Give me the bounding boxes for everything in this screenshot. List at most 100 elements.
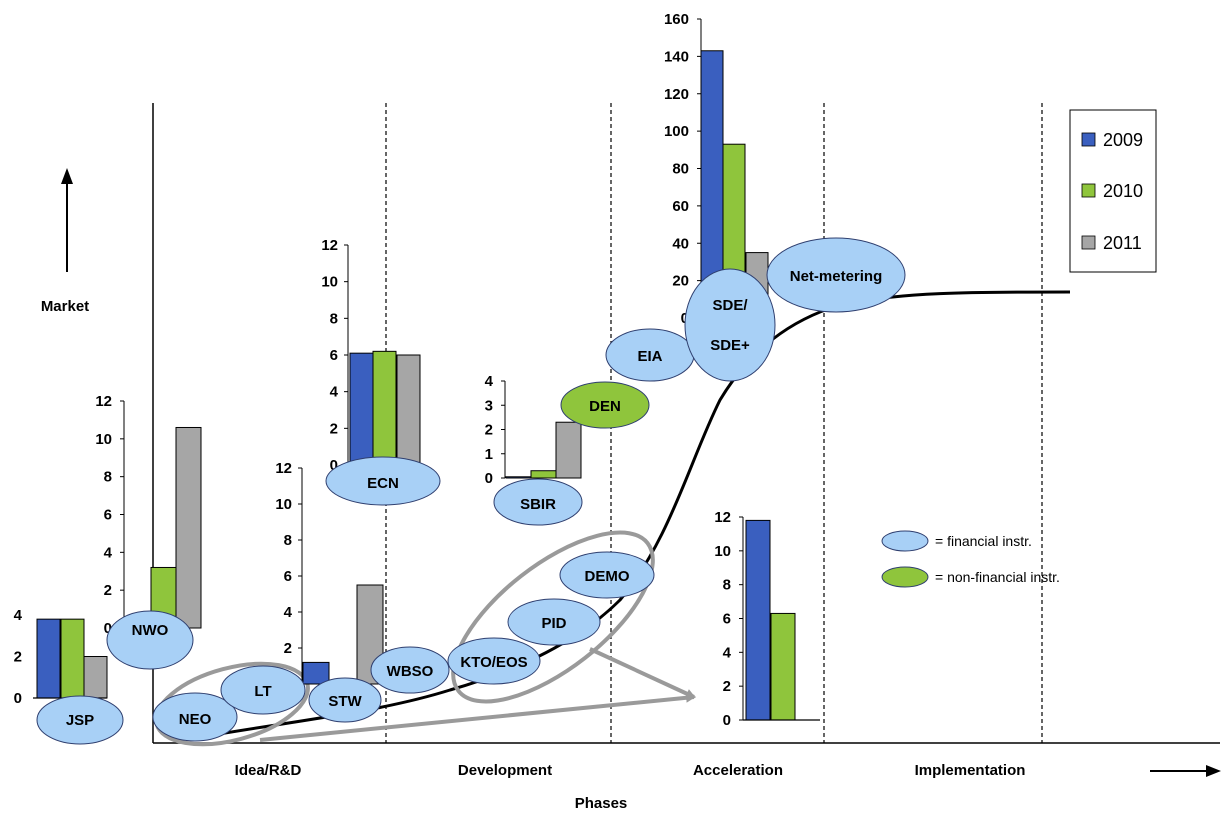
instrument-label: Net-metering [790,268,883,285]
tick-label: 8 [723,577,731,594]
tick-label: 6 [723,611,731,628]
instrument-label: WBSO [387,663,434,680]
instrument-label: NEO [179,711,212,728]
bar-kto-2009 [745,519,771,721]
bar-ecn-2010 [372,350,397,466]
legend-swatch-2009 [1081,132,1096,147]
tick-label: 8 [330,310,338,327]
instrument-label: STW [328,693,362,710]
bar-group-ecn: 0 2 4 6 8 10 12 [321,237,421,474]
instrument-label: ECN [367,475,399,492]
instrument-label: JSP [66,712,94,729]
x-axis-title: Phases [575,795,628,812]
instrument-label: NWO [132,622,169,639]
tick-label: 2 [104,582,112,599]
tick-label: 0 [485,470,493,487]
tick-label: 8 [104,469,112,486]
key-non-financial-label: = non-financial instr. [935,569,1060,585]
instrument-label: DEN [589,398,621,415]
group-ellipse-development [451,530,655,704]
bar-stw-2009 [302,661,330,685]
instrument-label: LT [254,683,271,700]
group-arrow [259,692,696,742]
instrument-net-metering: Net-metering [766,237,906,313]
instrument-pid: PID [507,598,601,646]
tick-label: 0 [723,712,731,729]
instrument-eia: EIA [605,328,695,382]
bar-kto-2010 [770,612,796,721]
tick-label: 1 [485,446,493,463]
phase-label-acceleration: Acceleration [693,762,783,779]
tick-label: 4 [485,373,494,390]
tick-label: 2 [723,678,731,695]
tick-label: 80 [672,161,689,178]
instrument-label: SDE+ [710,337,750,354]
tick-label: 6 [104,507,112,524]
y-axis-title: Market [41,298,89,315]
instrument-label: PID [541,615,566,632]
tick-label: 10 [275,496,292,513]
legend-label-2009: 2009 [1103,130,1143,150]
bar-jsp-2010 [60,618,85,699]
instrument-jsp: JSP [36,695,124,745]
bar-ecn-2009 [349,352,374,466]
instrument-label: SDE/ [712,297,748,314]
instrument-stw: STW [308,677,382,723]
bar-ecn-2011 [396,354,421,466]
tick-label: 10 [95,431,112,448]
tick-label: 2 [485,422,493,439]
instrument-key: = financial instr. = non-financial instr… [881,530,1060,588]
instrument-label: SBIR [520,496,556,513]
bar-group-kto: 0 2 4 6 8 10 12 [714,509,820,729]
tick-label: 4 [104,544,113,561]
tick-label: 6 [284,568,292,585]
instrument-neo: NEO [152,692,238,742]
tick-label: 12 [714,509,731,526]
instrument-label: EIA [637,348,662,365]
bar-sbir-2010 [530,470,557,479]
instrument-wbso: WBSO [370,646,450,694]
phase-label-idea: Idea/R&D [235,762,302,779]
tick-label: 60 [672,198,689,215]
tick-label: 6 [330,347,338,364]
instrument-den: DEN [560,381,650,429]
tick-label: 8 [284,532,292,549]
tick-label: 12 [275,460,292,477]
tick-label: 0 [330,457,338,474]
group-arrow [589,647,696,699]
bar-nwo-2011 [175,426,202,629]
bar-group-nwo: 0 2 4 6 8 10 12 [95,393,202,637]
instrument-label: KTO/EOS [460,654,527,671]
tick-label: 12 [95,393,112,410]
tick-label: 0 [104,620,112,637]
tick-label: 100 [664,123,689,140]
tick-label: 120 [664,86,689,103]
bar-sbir-2009 [505,476,532,479]
tick-label: 2 [14,649,22,666]
market-arrow-icon [61,168,73,272]
legend-label-2010: 2010 [1103,181,1143,201]
legend-label-2011: 2011 [1103,233,1142,253]
tick-label: 3 [485,397,493,414]
tick-label: 0 [14,690,22,707]
instrument-nwo: NWO [106,610,194,670]
tick-label: 20 [672,273,689,290]
bar-sbir-2011 [555,421,582,479]
tick-label: 2 [330,420,338,437]
instrument-sde: SDE/ SDE+ [684,268,776,382]
instrument-kto-eos: KTO/EOS [447,637,541,685]
key-financial-label: = financial instr. [935,533,1032,549]
tick-label: 140 [664,48,689,65]
tick-label: 4 [330,384,339,401]
bar-jsp-2009 [36,618,61,699]
instrument-sbir: SBIR [493,478,583,526]
tick-label: 10 [714,543,731,560]
instrument-lt: LT [220,665,306,715]
instrument-ecn: ECN [325,456,441,506]
tick-label: 4 [723,644,732,661]
instrument-label: DEMO [585,568,630,585]
tick-label: 40 [672,235,689,252]
key-non-financial-swatch [881,566,929,588]
phase-label-implementation: Implementation [915,762,1026,779]
bar-group-jsp: 0 2 4 [14,607,108,707]
